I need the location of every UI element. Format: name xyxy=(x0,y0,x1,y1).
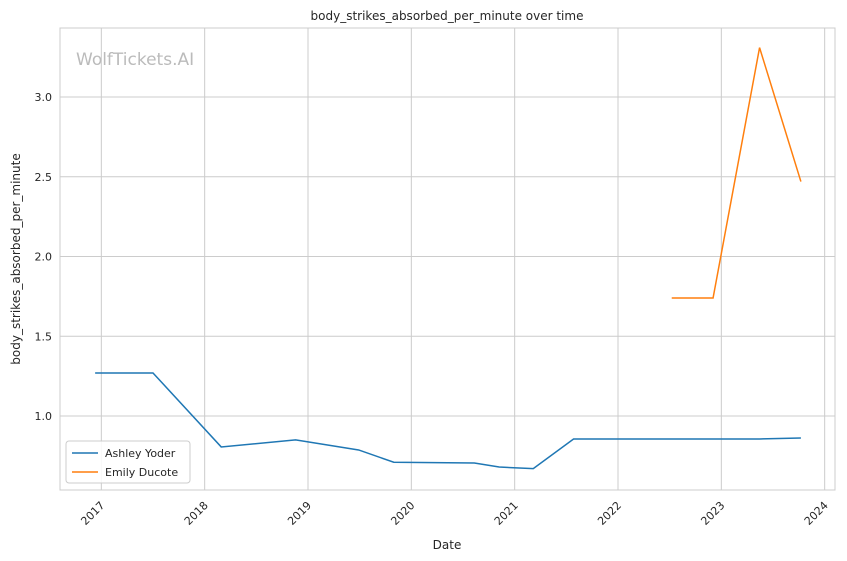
series-line-emily-ducote xyxy=(671,47,802,299)
chart-title: body_strikes_absorbed_per_minute over ti… xyxy=(311,9,584,23)
legend-label: Ashley Yoder xyxy=(105,447,176,460)
x-tick-label: 2023 xyxy=(698,499,727,528)
x-tick-label: 2018 xyxy=(182,499,211,528)
y-tick-label: 2.0 xyxy=(35,251,53,264)
x-tick-label: 2019 xyxy=(285,499,314,528)
y-tick-label: 1.0 xyxy=(35,410,53,423)
legend: Ashley Yoder Emily Ducote xyxy=(65,440,191,484)
x-tick-label: 2024 xyxy=(802,499,831,528)
legend-label: Emily Ducote xyxy=(105,466,178,479)
x-axis-label: Date xyxy=(433,538,462,552)
x-tick-label: 2017 xyxy=(78,499,107,528)
x-tick-label: 2021 xyxy=(492,499,521,528)
plot-frame xyxy=(59,27,836,491)
watermark: WolfTickets.AI xyxy=(76,50,194,70)
x-tick-label: 2020 xyxy=(388,499,417,528)
series-line-ashley-yoder xyxy=(95,372,801,470)
y-tick-label: 1.5 xyxy=(35,330,53,343)
y-tick-label: 2.5 xyxy=(35,171,53,184)
y-axis-label: body_strikes_absorbed_per_minute xyxy=(9,153,23,364)
y-tick-label: 3.0 xyxy=(35,91,53,104)
x-tick-label: 2022 xyxy=(595,499,624,528)
